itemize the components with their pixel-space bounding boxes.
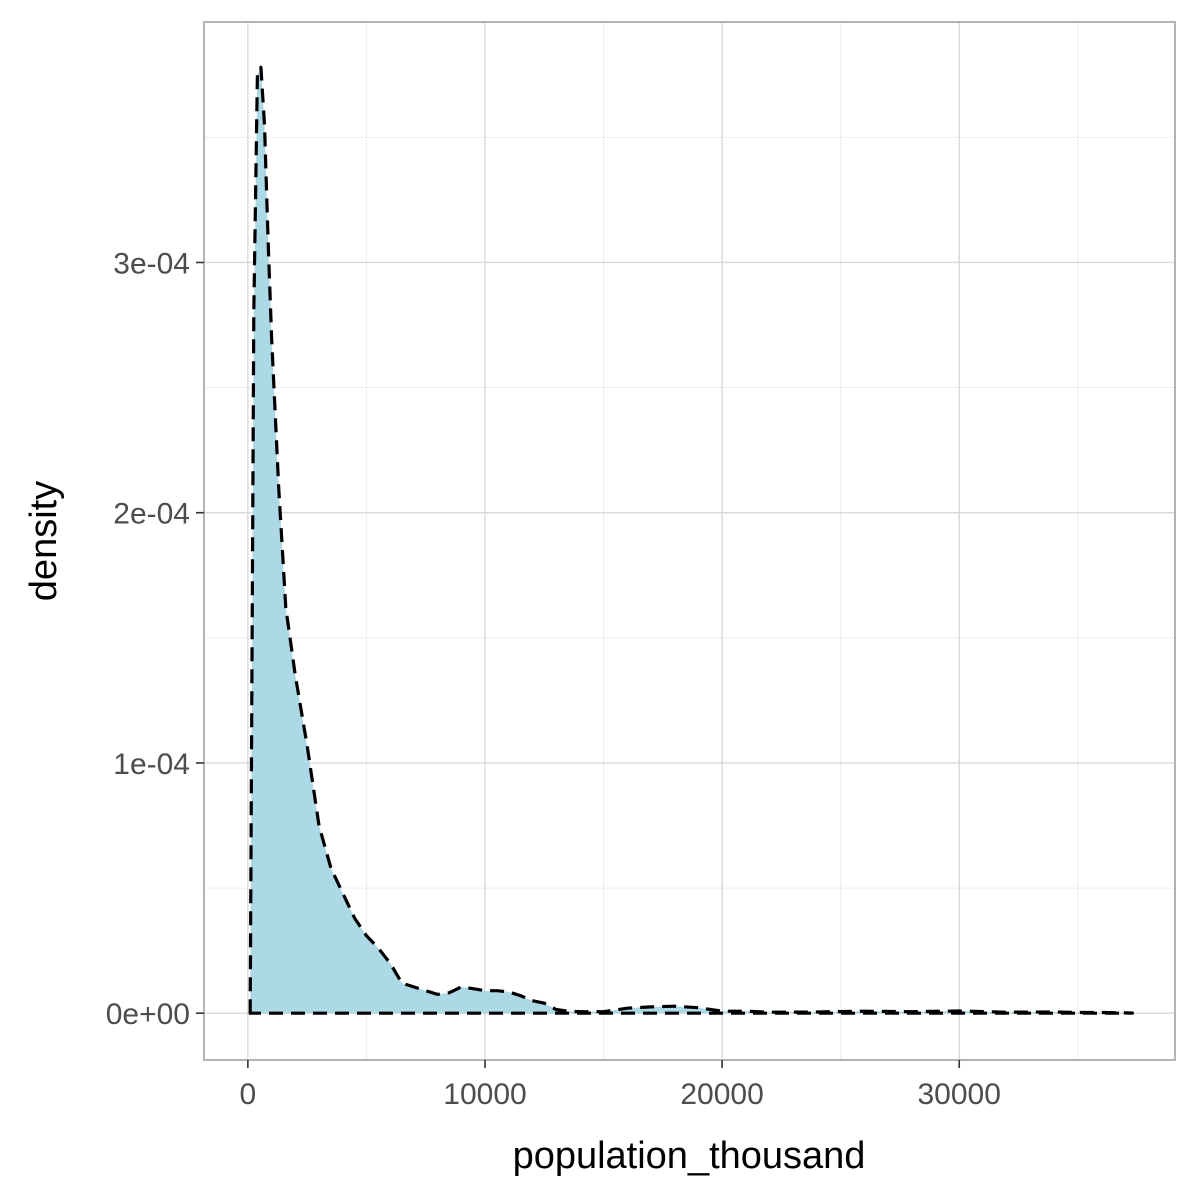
y-axis-title: density [23,481,65,601]
density-outline [248,65,1134,1015]
x-tick-label: 30000 [918,1078,1001,1111]
x-tick-label: 10000 [443,1078,526,1111]
y-axis-ticks: 0e+00 1e-04 2e-04 3e-04 [106,247,204,1031]
minor-grid [204,22,1175,1060]
major-grid [204,22,1175,1060]
y-tick-label: 3e-04 [113,247,190,280]
y-tick-label: 0e+00 [106,998,190,1031]
plot-background [204,22,1175,1060]
x-axis-title: population_thousand [513,1135,866,1177]
x-tick-label: 20000 [680,1078,763,1111]
y-tick-label: 2e-04 [113,498,190,531]
density-area [250,67,1133,1014]
series-layer [248,65,1134,1015]
plot-border [203,21,1176,1061]
y-tick-label: 1e-04 [113,748,190,781]
x-tick-label: 0 [240,1078,257,1111]
x-axis-ticks: 0 10000 20000 30000 [240,1060,1001,1111]
